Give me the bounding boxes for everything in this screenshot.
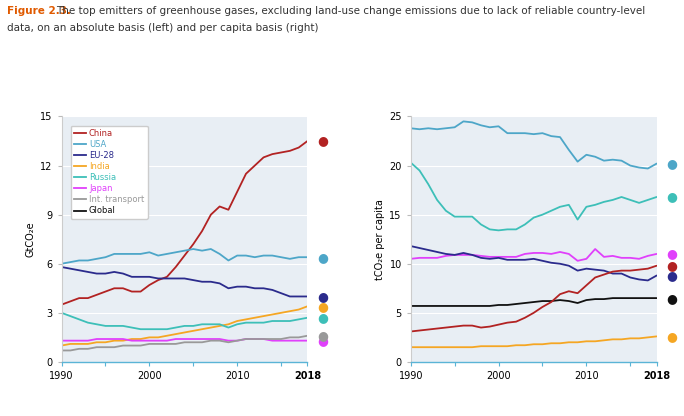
Text: ●: ●: [666, 191, 677, 203]
Text: ●: ●: [666, 292, 677, 305]
Text: ●: ●: [666, 259, 677, 272]
Legend: China, USA, EU-28, India, Russia, Japan, Int. transport, Global: China, USA, EU-28, India, Russia, Japan,…: [70, 126, 148, 219]
Text: ●: ●: [317, 334, 328, 347]
Text: ●: ●: [317, 290, 328, 303]
Text: ●: ●: [666, 269, 677, 282]
Text: Figure 2.3.: Figure 2.3.: [7, 6, 71, 16]
Text: ●: ●: [317, 251, 328, 264]
Text: ●: ●: [666, 330, 677, 343]
Text: data, on an absolute basis (left) and per capita basis (right): data, on an absolute basis (left) and pe…: [7, 23, 318, 33]
Text: ●: ●: [317, 300, 328, 313]
Text: ●: ●: [317, 329, 328, 342]
Text: The top emitters of greenhouse gases, excluding land-use change emissions due to: The top emitters of greenhouse gases, ex…: [56, 6, 645, 16]
Y-axis label: tCO₂e per capita: tCO₂e per capita: [375, 199, 385, 280]
Text: ●: ●: [666, 157, 677, 170]
Text: ●: ●: [666, 248, 677, 260]
Y-axis label: GtCO₂e: GtCO₂e: [26, 221, 36, 257]
Text: ●: ●: [317, 134, 328, 148]
Text: ●: ●: [317, 311, 328, 324]
